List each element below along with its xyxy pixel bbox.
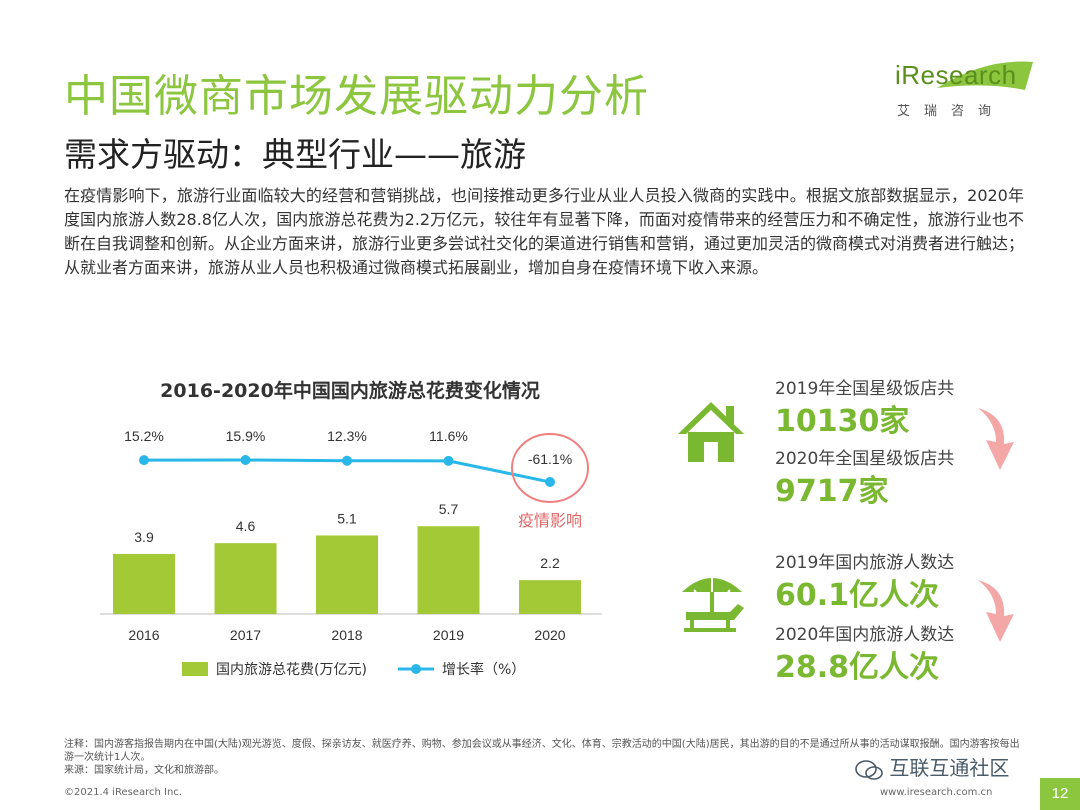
bar-2019 — [417, 526, 480, 614]
covid-annotation-label: 疫情影响 — [518, 511, 582, 530]
tourists-2019-value: 60.1亿人次 — [775, 578, 940, 613]
hotels-2019-label: 2019年全国星级饭店共 — [775, 379, 955, 399]
legend-bar-swatch — [182, 662, 208, 676]
bar-label-2019: 5.7 — [439, 501, 459, 517]
growth-point-2016 — [139, 455, 149, 466]
tourists-2019-label: 2019年国内旅游人数达 — [775, 553, 955, 573]
copyright: ©2021.4 iResearch Inc. — [64, 787, 182, 798]
body-paragraph: 在疫情影响下，旅游行业面临较大的经营和营销挑战，也间接推动更多行业从业人员投入微… — [64, 186, 1025, 277]
x-tick-2019: 2019 — [433, 627, 464, 643]
hotels-2019-value: 10130家 — [775, 404, 910, 439]
bar-2018 — [316, 535, 378, 614]
tourism-spending-chart: 3.9 2016 4.6 2017 5.1 2018 5.7 2019 2.2 2020 15.2%… — [100, 428, 602, 678]
logo-brand-cn: 艾瑞咨询 — [897, 104, 1006, 119]
bar-label-2017: 4.6 — [236, 518, 256, 534]
tourists-2020-label: 2020年国内旅游人数达 — [775, 625, 955, 645]
growth-point-2019 — [443, 455, 454, 466]
growth-label-2019: 11.6% — [429, 428, 468, 444]
legend-bar-label: 国内旅游总花费(万亿元) — [216, 662, 367, 678]
bar-2020 — [519, 580, 581, 614]
watermark-text: 互联互通社区 — [889, 756, 1010, 780]
website-link[interactable]: www.iresearch.com.cn — [880, 787, 993, 798]
footnote: 注释：国内游客指报告期内在中国(大陆)观光游览、度假、探亲访友、就医疗养、购物、… — [64, 738, 1024, 777]
growth-label-2017: 15.9% — [226, 428, 266, 444]
growth-label-2020: -61.1% — [528, 451, 572, 467]
page-subtitle: 需求方驱动：典型行业——旅游 — [64, 135, 526, 174]
beach-umbrella-icon — [682, 576, 744, 632]
bar-label-2016: 3.9 — [134, 529, 154, 545]
hotels-2020-value: 9717家 — [775, 474, 889, 509]
growth-point-2018 — [342, 455, 352, 466]
x-tick-2020: 2020 — [534, 627, 565, 643]
watermark: 互联互通社区 — [855, 752, 1009, 781]
footnote-source: 来源：国家统计局，文化和旅游部。 — [64, 765, 224, 776]
covid-annotation-circle — [511, 433, 589, 503]
x-tick-2016: 2016 — [128, 627, 159, 643]
tourists-2020-value: 28.8亿人次 — [775, 650, 940, 685]
bar-label-2020: 2.2 — [540, 555, 560, 571]
iresearch-logo: iResearch 艾瑞咨询 — [895, 60, 1035, 120]
bar-2017 — [214, 543, 277, 614]
x-tick-2017: 2017 — [230, 627, 261, 643]
down-curve-arrow-icon — [978, 580, 1014, 642]
bar-label-2018: 5.1 — [337, 510, 357, 526]
growth-label-2016: 15.2% — [124, 428, 164, 444]
growth-point-2020 — [545, 477, 555, 487]
hotels-2020-label: 2020年全国星级饭店共 — [775, 449, 955, 469]
logo-swoosh-icon — [937, 61, 1033, 90]
x-tick-2018: 2018 — [331, 627, 362, 643]
page-number: 12 — [1040, 778, 1080, 810]
bar-2016 — [113, 553, 175, 614]
legend-line-marker — [411, 664, 421, 674]
wechat-icon — [855, 759, 883, 780]
logo-brand: iResearch — [895, 60, 1017, 90]
page-title: 中国微商市场发展驱动力分析 — [64, 71, 649, 122]
legend-line-label: 增长率（%） — [442, 661, 525, 678]
house-icon — [678, 402, 744, 462]
down-curve-arrow-icon — [978, 408, 1014, 470]
growth-label-2018: 12.3% — [327, 428, 367, 444]
footnote-note: 注释：国内游客指报告期内在中国(大陆)观光游览、度假、探亲访友、就医疗养、购物、… — [64, 739, 1020, 763]
growth-point-2017 — [240, 455, 251, 465]
chart-title: 2016-2020年中国国内旅游总花费变化情况 — [160, 380, 540, 402]
